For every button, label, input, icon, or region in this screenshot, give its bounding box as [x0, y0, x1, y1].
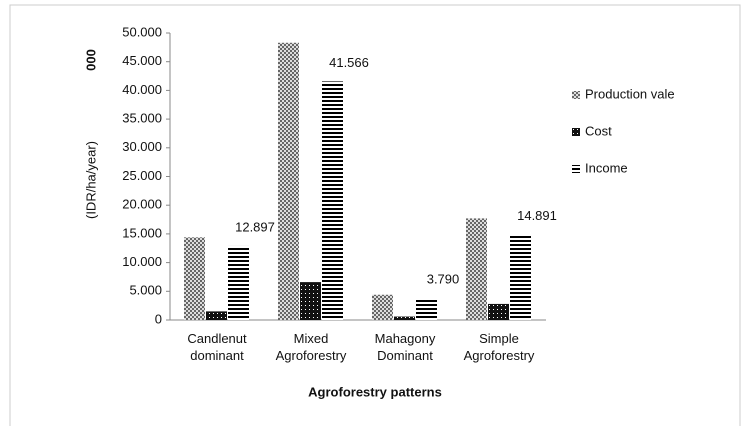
data-label: 14.891 — [517, 208, 557, 223]
bar — [466, 218, 487, 320]
legend-label: Production vale — [585, 86, 675, 101]
y-tick-label: 15.000 — [122, 225, 162, 240]
bar — [300, 282, 321, 320]
bar — [372, 294, 393, 320]
y-tick-label: 45.000 — [122, 53, 162, 68]
x-tick-label: Simple Agroforestry — [463, 331, 535, 363]
legend-label: Income — [585, 160, 628, 175]
bar — [228, 245, 249, 320]
legend-swatch — [572, 165, 580, 173]
bar — [322, 81, 343, 320]
bar — [510, 234, 531, 320]
y-axis-unit: 000 — [83, 49, 98, 71]
data-label: 3.790 — [427, 272, 460, 287]
y-tick-label: 0 — [155, 311, 162, 326]
y-tick-label: 20.000 — [122, 197, 162, 212]
bar — [184, 237, 205, 320]
data-label: 12.897 — [235, 219, 275, 234]
x-tick-label: Candlenut dominant — [187, 331, 247, 363]
x-tick-label: Mixed Agroforestry — [275, 331, 347, 363]
bar — [278, 42, 299, 321]
y-tick-label: 5.000 — [129, 283, 162, 298]
y-tick-label: 25.000 — [122, 168, 162, 183]
legend-label: Cost — [585, 123, 612, 138]
legend-swatch — [572, 128, 580, 136]
bar — [394, 316, 415, 320]
y-axis-label: (IDR/ha/year) — [83, 141, 98, 219]
bar — [206, 311, 227, 320]
y-tick-label: 10.000 — [122, 254, 162, 269]
legend-swatch — [572, 91, 580, 99]
frame — [9, 4, 741, 426]
bar — [488, 303, 509, 320]
x-tick-label: Mahagony Dominant — [374, 331, 436, 363]
y-tick-label: 50.000 — [122, 24, 162, 39]
y-tick-label: 35.000 — [122, 111, 162, 126]
y-tick-label: 40.000 — [122, 82, 162, 97]
data-label: 41.566 — [329, 55, 369, 70]
bar — [416, 298, 437, 320]
x-axis-label: Agroforestry patterns — [308, 384, 442, 399]
y-tick-label: 30.000 — [122, 139, 162, 154]
